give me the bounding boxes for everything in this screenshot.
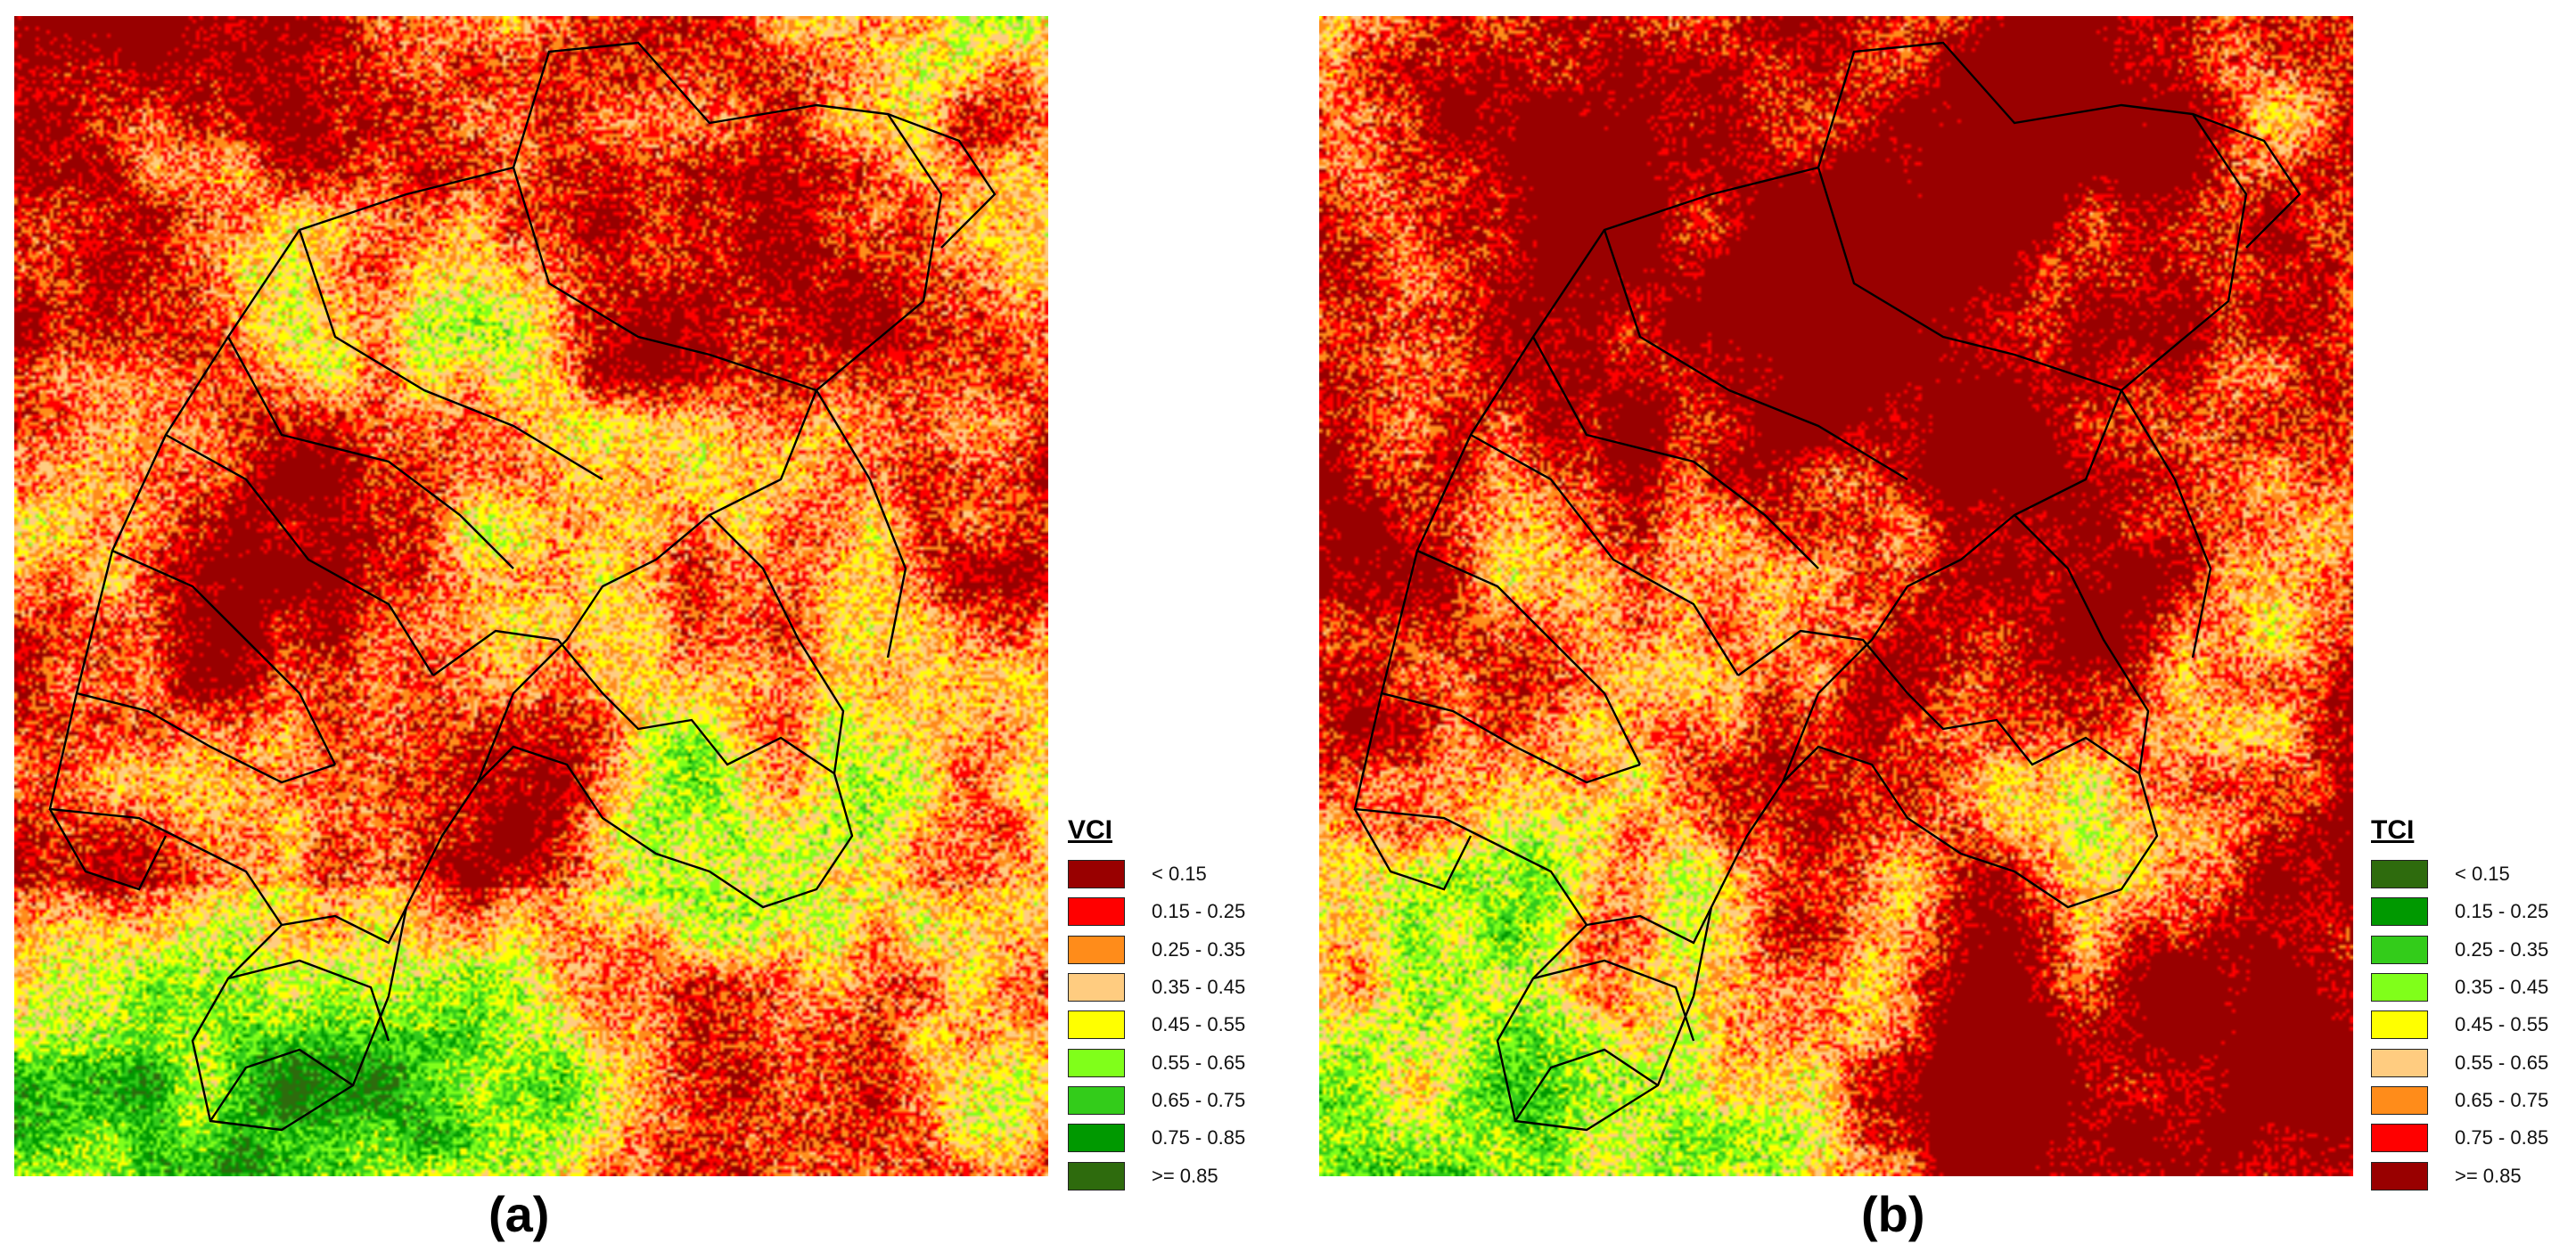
legend-swatch [2371,1048,2428,1077]
legend-title: TCI [2371,815,2415,845]
district-boundary [887,112,997,249]
district-boundary [209,1048,354,1122]
district-boundary [281,906,408,945]
legend-label: < 0.15 [1152,863,1207,886]
district-boundary [709,514,845,774]
legend-item: 0.35 - 0.45 [1068,969,1273,1006]
district-boundary [298,229,603,481]
legend-label: 0.65 - 0.75 [2455,1088,2549,1111]
district-boundary [512,167,817,392]
legend-item: 0.25 - 0.35 [2371,931,2576,969]
district-boundary [1416,549,1642,765]
legend-swatch [1068,935,1125,964]
legend-item: 0.15 - 0.25 [1068,893,1273,930]
legend-swatch [1068,897,1125,927]
district-boundary [1470,433,1740,676]
district-boundary [1353,808,1473,891]
legend-swatch [1068,1010,1125,1040]
legend-item: >= 0.85 [1068,1157,1273,1194]
legend-item: 0.45 - 0.55 [2371,1006,2576,1043]
legend-rows: < 0.15 0.15 - 0.25 0.25 - 0.35 0.35 - 0.… [2371,855,2576,1195]
district-boundary [1381,691,1641,784]
legend-label: 0.35 - 0.45 [2455,976,2549,999]
district-boundary [48,41,943,1132]
tci-map-panel [1319,16,2353,1176]
district-boundary [111,549,337,765]
district-boundary [1532,959,1695,1042]
district-boundary [2120,389,2212,659]
legend-item: 0.25 - 0.35 [1068,931,1273,969]
legend-item: < 0.15 [2371,855,2576,893]
legend-label: < 0.15 [2455,863,2510,886]
legend-item: 0.45 - 0.55 [1068,1006,1273,1043]
district-boundary [1817,167,2122,392]
district-boundary [76,691,336,784]
district-boundary [1586,906,1713,945]
legend-item: 0.55 - 0.65 [2371,1043,2576,1081]
district-boundary [1353,41,2248,1132]
legend-label: 0.25 - 0.35 [2455,937,2549,961]
district-boundary [226,336,514,569]
panel-label-a: (a) [488,1186,550,1242]
district-boundary [1514,1048,1659,1122]
legend-swatch [2371,935,2428,964]
legend-rows: < 0.15 0.15 - 0.25 0.25 - 0.35 0.35 - 0.… [1068,855,1273,1195]
legend-label: 0.45 - 0.55 [2455,1013,2549,1036]
vci-map-panel [14,16,1048,1176]
legend-label: 0.75 - 0.85 [1152,1126,1246,1150]
tci-legend: TCI < 0.15 0.15 - 0.25 0.25 - 0.35 0.35 … [2371,813,2576,1195]
legend-label: 0.15 - 0.25 [1152,900,1246,923]
legend-label: 0.25 - 0.35 [1152,937,1246,961]
district-boundary [2192,112,2301,249]
district-boundaries [48,41,997,1132]
legend-swatch [1068,1124,1125,1153]
legend-label: 0.75 - 0.85 [2455,1126,2549,1150]
district-boundaries [1353,41,2301,1132]
district-boundary [432,629,854,909]
legend-item: 0.75 - 0.85 [2371,1119,2576,1157]
legend-item: 0.75 - 0.85 [1068,1119,1273,1157]
legend-label: 0.35 - 0.45 [1152,976,1246,999]
legend-swatch [1068,1048,1125,1077]
legend-swatch [2371,1085,2428,1115]
tci-raster [1319,16,2353,1176]
legend-swatch [2371,1124,2428,1153]
legend-label: 0.55 - 0.65 [1152,1051,1246,1074]
legend-swatch [1068,1161,1125,1190]
legend-swatch [1068,860,1125,889]
district-boundary [165,433,435,676]
legend-item: 0.55 - 0.65 [1068,1043,1273,1081]
legend-swatch [2371,1161,2428,1190]
legend-item: >= 0.85 [2371,1157,2576,1194]
legend-label: >= 0.85 [2455,1164,2522,1187]
vci-raster [14,16,1048,1176]
legend-swatch [2371,897,2428,927]
legend-label: 0.55 - 0.65 [2455,1051,2549,1074]
district-boundary [1603,229,1908,481]
legend-item: 0.65 - 0.75 [1068,1082,1273,1119]
vci-legend: VCI < 0.15 0.15 - 0.25 0.25 - 0.35 0.35 … [1068,813,1273,1195]
legend-label: 0.65 - 0.75 [1152,1088,1246,1111]
district-boundary [227,959,390,1042]
legend-swatch [2371,1010,2428,1040]
legend-swatch [1068,1085,1125,1115]
district-boundary [815,389,907,659]
legend-label: 0.15 - 0.25 [2455,900,2549,923]
legend-swatch [1068,973,1125,1002]
district-boundary [48,808,168,891]
legend-item: 0.15 - 0.25 [2371,893,2576,930]
legend-swatch [2371,973,2428,1002]
legend-title: VCI [1068,815,1113,845]
district-boundary [1737,629,2159,909]
legend-label: 0.45 - 0.55 [1152,1013,1246,1036]
panel-label-b: (b) [1861,1186,1925,1242]
legend-swatch [2371,860,2428,889]
district-boundary [2014,514,2150,774]
legend-item: 0.65 - 0.75 [2371,1082,2576,1119]
legend-item: 0.35 - 0.45 [2371,969,2576,1006]
district-boundary [1531,336,1819,569]
legend-label: >= 0.85 [1152,1164,1218,1187]
legend-item: < 0.15 [1068,855,1273,893]
